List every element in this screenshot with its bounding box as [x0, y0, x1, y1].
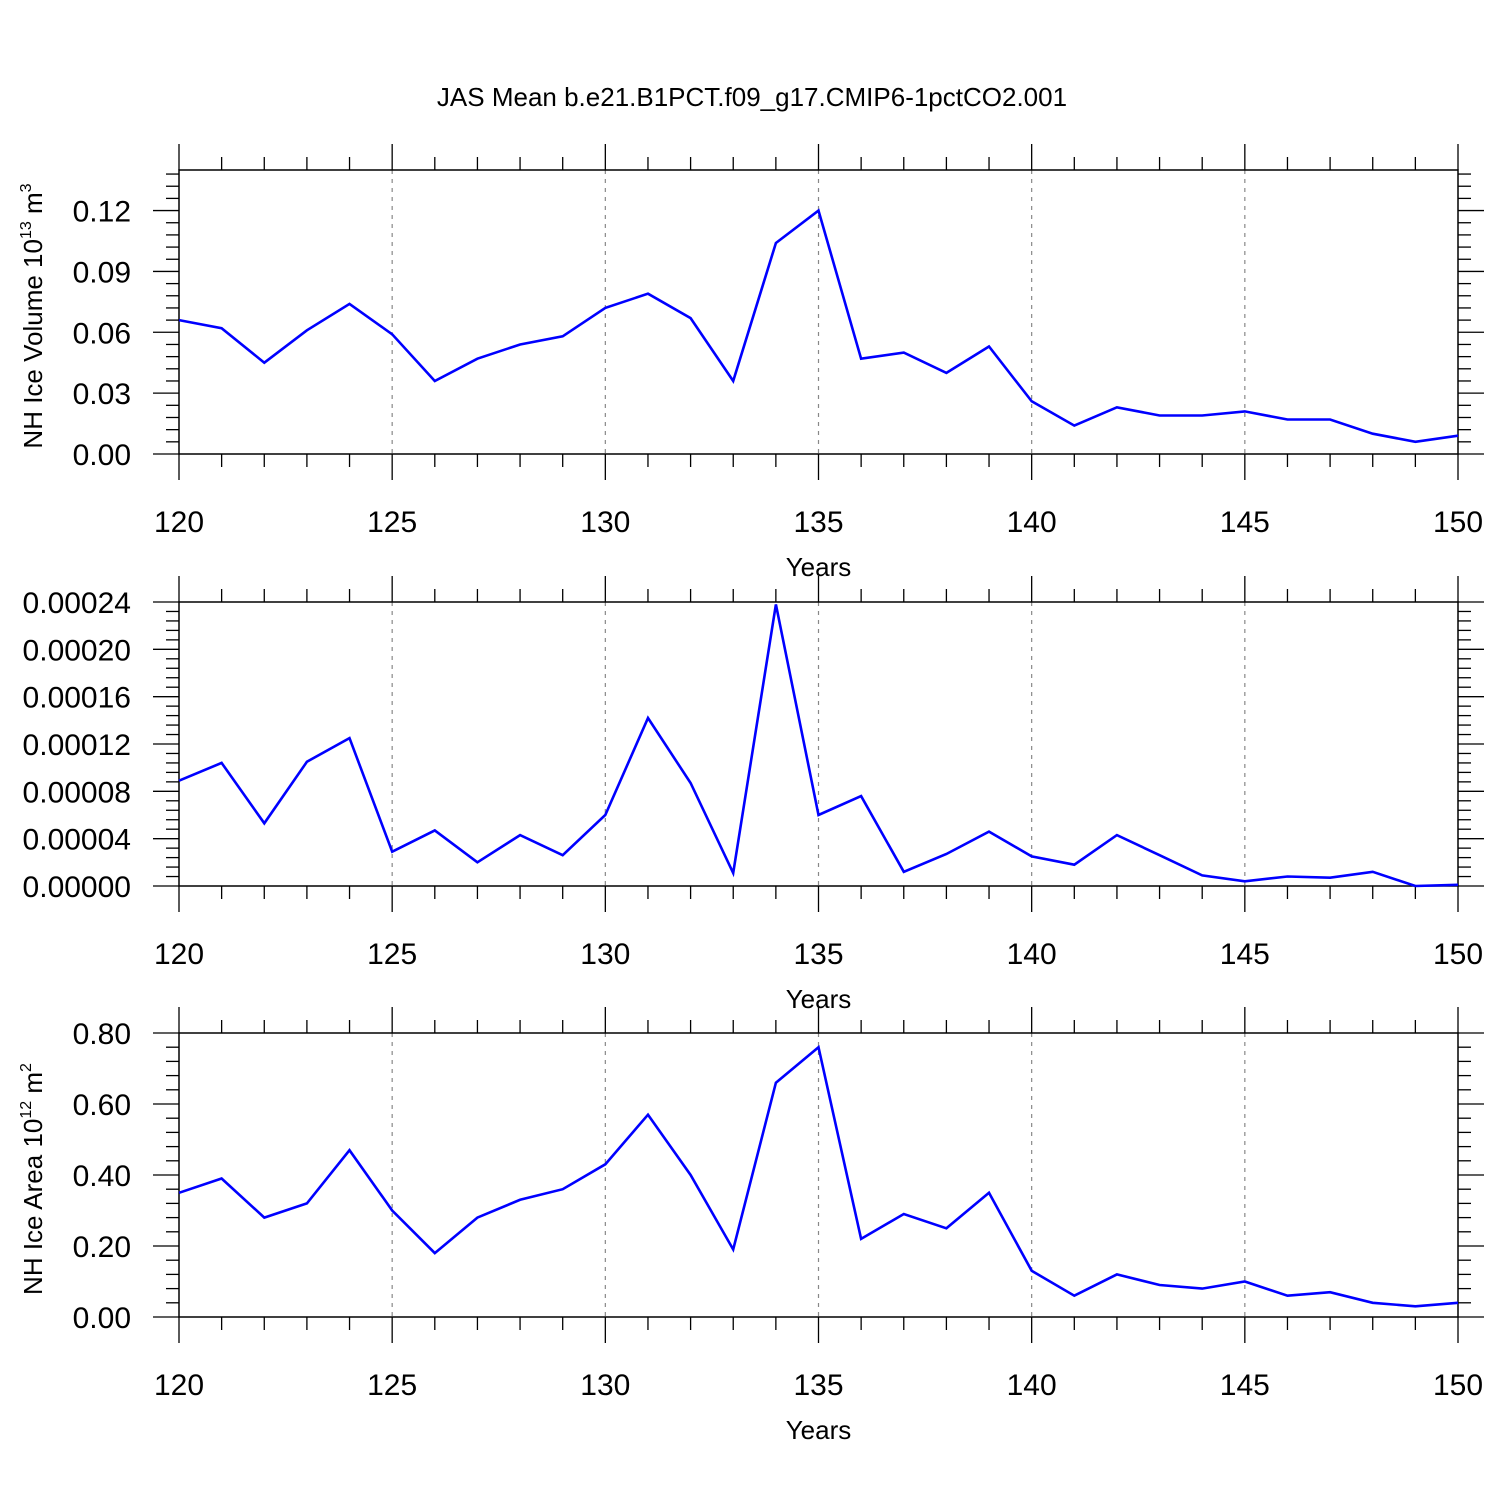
y-tick-label: 0.00: [73, 439, 131, 472]
x-tick-label: 150: [1433, 506, 1483, 539]
y-tick-label: 0.06: [73, 317, 131, 350]
x-tick-label: 140: [1007, 1369, 1057, 1402]
x-tick-label: 135: [793, 506, 843, 539]
x-tick-label: 120: [154, 506, 204, 539]
panel-3: 120 125 130 135 140 145 150 0.00 0.20 0.40 0.60 0.8…: [18, 1007, 1484, 1445]
x-tick-label: 145: [1220, 506, 1270, 539]
x-tick-label: 125: [367, 938, 417, 971]
y-tick-label: 0.00000: [23, 871, 131, 904]
panels-group: 120 125 130 135 140 145 150 0.00 0.03 0.06 0.09 0.1…: [18, 144, 1484, 1445]
x-tick-label: 130: [580, 1369, 630, 1402]
x-tick-label: 140: [1007, 506, 1057, 539]
x-tick-label: 135: [793, 938, 843, 971]
y-tick-label: 0.00024: [23, 587, 131, 620]
y-tick-label: 0.80: [73, 1018, 131, 1051]
x-tick-label: 120: [154, 938, 204, 971]
y-tick-label: 0.40: [73, 1160, 131, 1193]
x-tick-label: 150: [1433, 1369, 1483, 1402]
y-tick-label: 0.00016: [23, 682, 131, 715]
y-tick-label: 0.00012: [23, 729, 131, 762]
x-tick-label: 125: [367, 506, 417, 539]
y-tick-label: 0.03: [73, 378, 131, 411]
x-tick-label: 150: [1433, 938, 1483, 971]
y-tick-label: 0.00: [73, 1302, 131, 1335]
x-axis-label: Years: [786, 1415, 852, 1445]
y-tick-label: 0.00020: [23, 634, 131, 667]
x-tick-label: 145: [1220, 938, 1270, 971]
panel-1: 120 125 130 135 140 145 150 0.00 0.03 0.06 0.09 0.1…: [18, 144, 1484, 582]
x-tick-label: 125: [367, 1369, 417, 1402]
y-axis-label: NH Ice Area 1012 m2: [18, 1063, 48, 1295]
y-tick-label: 0.00004: [23, 824, 131, 857]
y-tick-label: 0.12: [73, 196, 131, 229]
x-tick-label: 140: [1007, 938, 1057, 971]
x-tick-label: 130: [580, 938, 630, 971]
x-tick-label: 145: [1220, 1369, 1270, 1402]
series-line: [178, 208, 1459, 444]
y-tick-label: 0.20: [73, 1231, 131, 1264]
x-tick-label: 120: [154, 1369, 204, 1402]
y-tick-label: 0.00008: [23, 776, 131, 809]
y-axis-label: NH Ice Volume 1013 m3: [18, 183, 48, 448]
x-tick-label: 130: [580, 506, 630, 539]
figure-title: JAS Mean b.e21.B1PCT.f09_g17.CMIP6-1pctC…: [437, 82, 1067, 112]
y-tick-label: 0.60: [73, 1089, 131, 1122]
x-tick-label: 135: [793, 1369, 843, 1402]
y-tick-label: 0.09: [73, 256, 131, 289]
